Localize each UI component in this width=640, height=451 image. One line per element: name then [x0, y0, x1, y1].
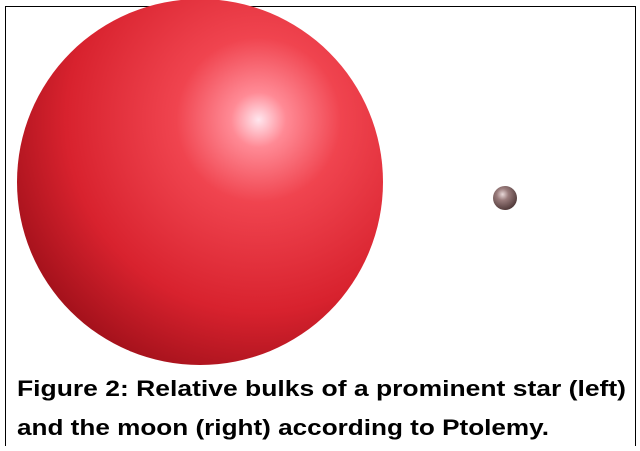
caption-line: Figure 2: Relative bulks of a prominent … [17, 376, 626, 401]
star-sphere [17, 0, 383, 365]
caption-line: and the moon (right) according to Ptolem… [17, 415, 549, 440]
frame [5, 6, 636, 451]
moon-sphere [493, 186, 517, 210]
